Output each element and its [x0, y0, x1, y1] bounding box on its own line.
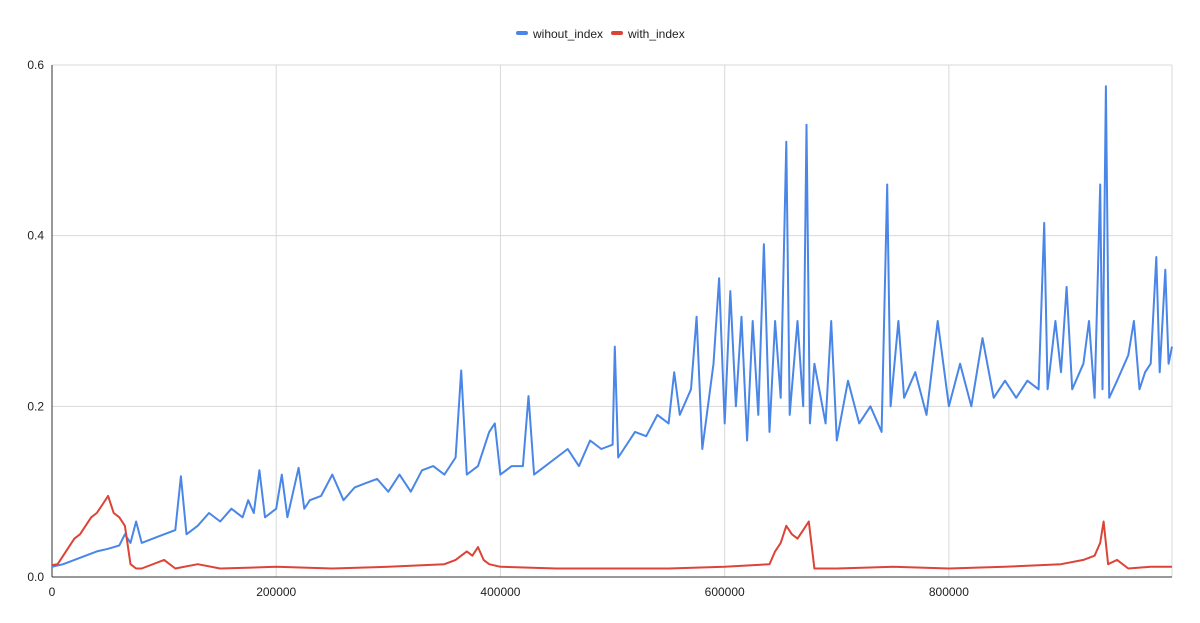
grid-layer [52, 64, 1173, 577]
x-tick-label: 200000 [256, 585, 296, 599]
legend-label: with_index [627, 27, 685, 41]
legend-swatch [516, 31, 528, 35]
x-tick-label: 400000 [480, 585, 520, 599]
legend: wihout_index with_index [516, 27, 685, 41]
series-layer [51, 85, 1173, 570]
x-tick-label: 0 [49, 585, 56, 599]
x-tick-label: 800000 [929, 585, 969, 599]
series-line-wihout-index [51, 85, 1173, 568]
y-tick-label: 0.6 [27, 58, 44, 72]
legend-item-wihout-index: wihout_index [516, 27, 603, 41]
x-tick-label: 600000 [705, 585, 745, 599]
legend-swatch [611, 31, 623, 35]
axis-layer: 0.0 0.2 0.4 0.6 0 200000 400000 600000 800000 [27, 58, 1172, 599]
y-tick-label: 0.2 [27, 399, 44, 413]
legend-item-with-index: with_index [611, 27, 685, 41]
y-tick-label: 0.0 [27, 570, 44, 584]
series-line-with-index [51, 494, 1172, 570]
legend-label: wihout_index [532, 27, 603, 41]
y-tick-label: 0.4 [27, 229, 44, 243]
